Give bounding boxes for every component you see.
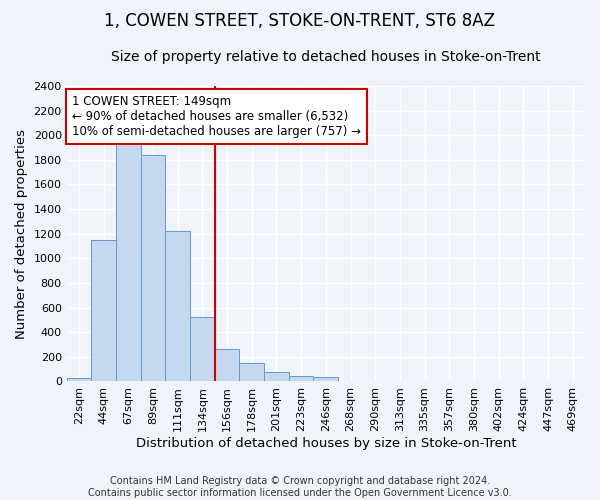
- Title: Size of property relative to detached houses in Stoke-on-Trent: Size of property relative to detached ho…: [111, 50, 541, 64]
- Y-axis label: Number of detached properties: Number of detached properties: [15, 128, 28, 338]
- Bar: [412, 381, 437, 382]
- Text: 1, COWEN STREET, STOKE-ON-TRENT, ST6 8AZ: 1, COWEN STREET, STOKE-ON-TRENT, ST6 8AZ: [104, 12, 496, 30]
- Text: 1 COWEN STREET: 149sqm
← 90% of detached houses are smaller (6,532)
10% of semi-: 1 COWEN STREET: 149sqm ← 90% of detached…: [72, 95, 361, 138]
- Bar: [116, 142, 141, 382]
- Bar: [91, 240, 116, 382]
- Bar: [166, 230, 190, 382]
- Bar: [141, 155, 166, 382]
- Text: Contains HM Land Registry data © Crown copyright and database right 2024.
Contai: Contains HM Land Registry data © Crown c…: [88, 476, 512, 498]
- Bar: [511, 381, 536, 382]
- Bar: [289, 376, 313, 382]
- Bar: [461, 381, 486, 382]
- Bar: [536, 381, 560, 382]
- Bar: [363, 381, 388, 382]
- Bar: [338, 381, 363, 382]
- Bar: [313, 377, 338, 382]
- Bar: [67, 378, 91, 382]
- Bar: [215, 349, 239, 382]
- Bar: [264, 372, 289, 382]
- Bar: [486, 381, 511, 382]
- Bar: [190, 318, 215, 382]
- Bar: [239, 363, 264, 382]
- Bar: [437, 381, 461, 382]
- X-axis label: Distribution of detached houses by size in Stoke-on-Trent: Distribution of detached houses by size …: [136, 437, 516, 450]
- Bar: [560, 381, 585, 382]
- Bar: [388, 381, 412, 382]
